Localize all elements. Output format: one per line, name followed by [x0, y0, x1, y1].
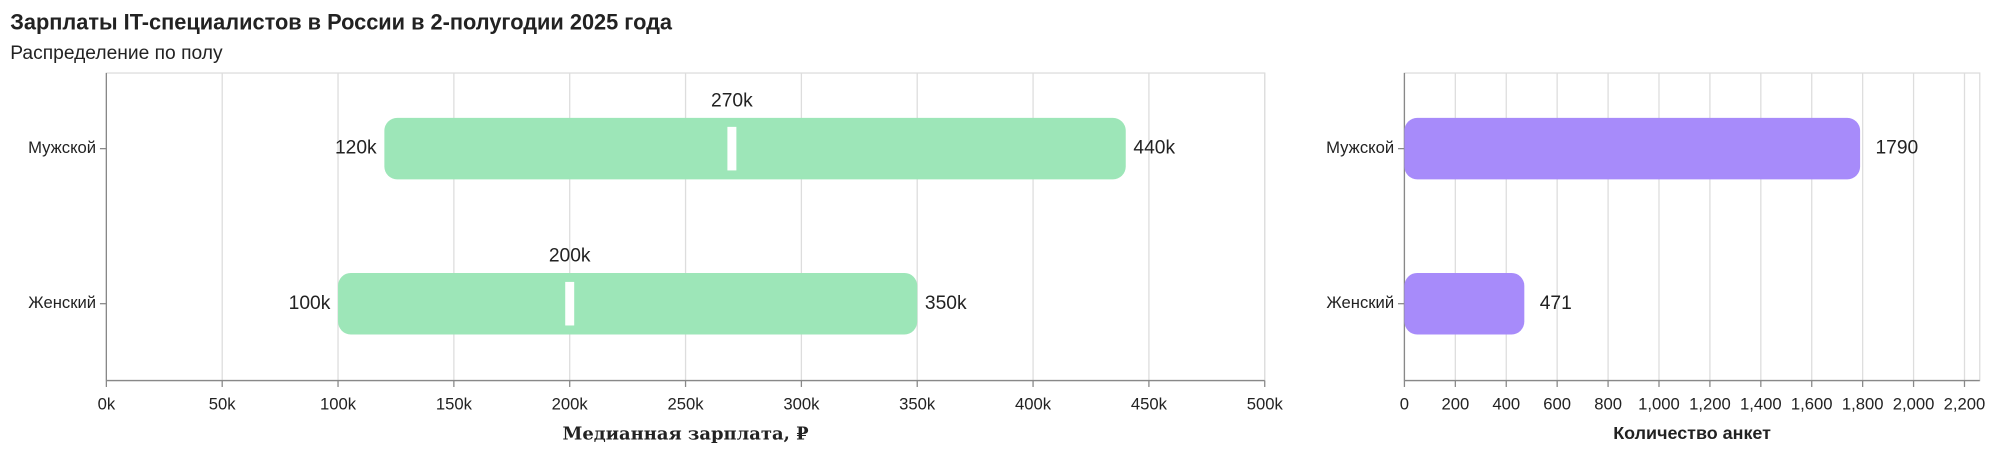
x-tick-label: 450k	[1131, 394, 1168, 413]
x-tick-label: 0k	[98, 394, 116, 413]
median-mark	[727, 126, 737, 171]
high-label: 440k	[1133, 138, 1175, 159]
x-tick-label: 1,400	[1740, 394, 1782, 413]
median-mark	[565, 281, 575, 326]
chart-subtitle: Распределение по полу	[10, 43, 223, 64]
y-tick-label: Мужской	[28, 138, 96, 157]
low-label: 120k	[335, 138, 377, 159]
x-tick-label: 50k	[209, 394, 237, 413]
x-tick-label: 300k	[783, 394, 820, 413]
x-tick-label: 1,000	[1638, 394, 1680, 413]
y-tick-label: Мужской	[1326, 138, 1394, 157]
bar	[1404, 272, 1525, 335]
range-bar	[338, 272, 918, 335]
x-tick-label: 350k	[899, 394, 936, 413]
x-tick-label: 800	[1594, 394, 1622, 413]
bar	[1404, 117, 1861, 180]
value-label: 1790	[1875, 138, 1918, 159]
y-tick-label: Женский	[1326, 293, 1394, 312]
median-label: 200k	[549, 245, 591, 266]
x-tick-label: 1,800	[1842, 394, 1884, 413]
x-tick-label: 100k	[320, 394, 357, 413]
x-tick-label: 600	[1543, 394, 1571, 413]
median-label: 270k	[711, 90, 753, 111]
x-tick-label: 400	[1492, 394, 1520, 413]
x-tick-label: 500k	[1247, 394, 1284, 413]
low-label: 100k	[289, 293, 331, 314]
x-tick-label: 200	[1441, 394, 1469, 413]
x-tick-label: 200k	[552, 394, 589, 413]
x-tick-label: 0	[1400, 394, 1409, 413]
charts: Зарплаты IT-специалистов в России в 2-по…	[10, 9, 1985, 444]
x-tick-label: 2,200	[1944, 394, 1986, 413]
range-bar	[384, 117, 1126, 180]
chart-title: Зарплаты IT-специалистов в России в 2-по…	[10, 9, 673, 34]
x-tick-label: 250k	[668, 394, 705, 413]
x-tick-label: 2,000	[1893, 394, 1935, 413]
high-label: 350k	[925, 293, 967, 314]
x-tick-label: 1,200	[1689, 394, 1731, 413]
x-tick-label: 1,600	[1791, 394, 1833, 413]
x-tick-label: 400k	[1015, 394, 1052, 413]
x-axis-title: Медианная зарплата, ₽	[563, 423, 810, 444]
x-axis-title: Количество анкет	[1613, 423, 1771, 443]
y-tick-label: Женский	[28, 293, 96, 312]
x-tick-label: 150k	[436, 394, 473, 413]
value-label: 471	[1540, 293, 1572, 314]
